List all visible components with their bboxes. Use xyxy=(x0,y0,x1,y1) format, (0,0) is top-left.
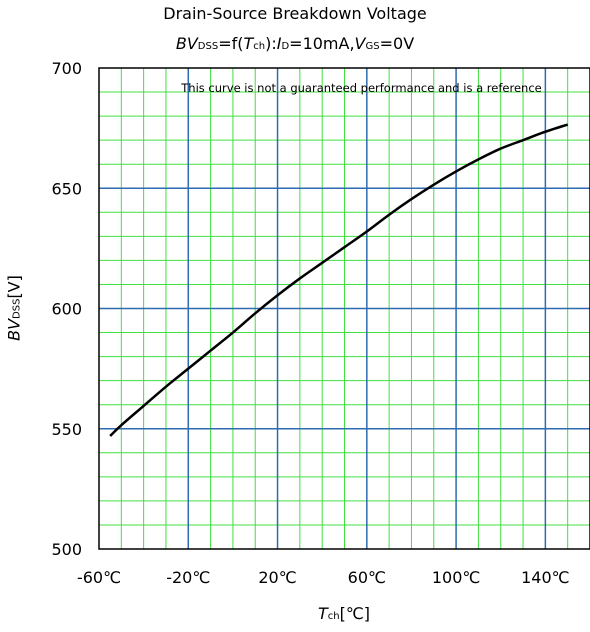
x-tick-label: -60℃ xyxy=(77,568,121,587)
y-tick-label: 500 xyxy=(51,540,82,559)
series-layer xyxy=(109,123,569,437)
y-tick-label: 600 xyxy=(51,300,82,319)
y-tick-label: 650 xyxy=(51,179,82,198)
plot-frame xyxy=(98,67,590,550)
y-tick-label: 700 xyxy=(51,59,82,78)
x-tick-label: 60℃ xyxy=(348,568,386,587)
x-axis-label: Tch[℃] xyxy=(317,604,371,623)
data-series-line xyxy=(109,123,569,437)
x-tick-label: 100℃ xyxy=(432,568,481,587)
x-tick-label: 20℃ xyxy=(258,568,296,587)
y-tick-labels: 500 550 600 650 700 xyxy=(51,59,82,559)
x-tick-label: -20℃ xyxy=(166,568,210,587)
major-grid xyxy=(99,68,590,549)
x-tick-labels: -60℃ -20℃ 20℃ 60℃ 100℃ 140℃ xyxy=(77,568,570,587)
chart-subtitle: BVDSS=f(Tch):ID=10mA,VGS=0V xyxy=(175,34,415,53)
x-tick-label: 140℃ xyxy=(521,568,570,587)
reference-note: This curve is not a guaranteed performan… xyxy=(180,81,541,95)
chart-title: Drain-Source Breakdown Voltage xyxy=(163,4,427,23)
y-tick-label: 550 xyxy=(51,420,82,439)
y-axis-label: BVDSS[V] xyxy=(4,275,24,341)
